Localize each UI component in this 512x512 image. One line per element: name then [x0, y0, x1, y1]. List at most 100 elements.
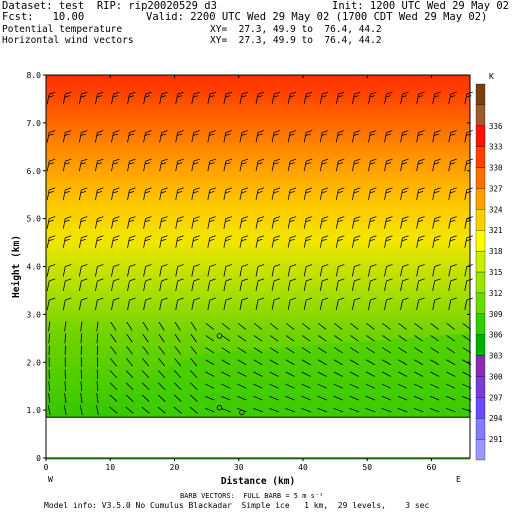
wind-barb-flag: [289, 158, 297, 162]
wind-barb-flag: [450, 130, 457, 133]
wind-barb-flag: [273, 297, 281, 301]
theta-band: [46, 309, 470, 312]
wind-barb-flag: [49, 91, 56, 95]
theta-band: [46, 79, 470, 82]
theta-band: [46, 289, 470, 292]
wind-barb-flag: [305, 133, 311, 136]
wind-barb-flag: [209, 95, 215, 98]
wind-barb: [464, 132, 468, 143]
wind-barb: [78, 132, 82, 143]
theta-band: [46, 129, 470, 132]
theta-band: [46, 303, 470, 306]
wind-barb: [158, 333, 165, 343]
wind-barb: [351, 280, 355, 291]
wind-barb-flag: [369, 238, 376, 242]
wind-barb-flag: [273, 264, 281, 267]
wind-barb: [127, 132, 130, 143]
wind-barb: [157, 394, 166, 402]
wind-barb-flag: [209, 297, 216, 301]
theta-band: [46, 105, 470, 108]
terrain-mask: [46, 417, 470, 458]
wind-barb: [429, 383, 440, 389]
wind-barb-flag: [177, 297, 184, 301]
colorbar-label: 318: [489, 247, 503, 256]
wind-barb-flag: [257, 91, 265, 95]
theta-band: [46, 319, 470, 322]
wind-barb-flag: [193, 91, 200, 95]
wind-barb: [416, 132, 419, 143]
theta-band: [46, 297, 470, 300]
wind-barb: [159, 161, 163, 172]
theta-band: [46, 279, 470, 282]
wind-barb: [350, 322, 359, 330]
wind-barb: [207, 132, 211, 143]
wind-barb: [384, 132, 387, 143]
wind-barb-flag: [80, 95, 86, 98]
wind-barb: [446, 347, 456, 354]
wind-barb: [205, 395, 215, 401]
wind-barb: [381, 359, 392, 366]
wind-barb-flag: [289, 91, 297, 95]
colorbar: K 291 294 297 300 303 306 309 312 315 318 321 324 327…: [475, 72, 503, 461]
wind-barb-flag: [160, 95, 167, 98]
wind-barb: [255, 237, 259, 248]
wind-barb: [237, 359, 247, 366]
wind-barb: [110, 321, 117, 331]
wind-barb: [384, 299, 387, 311]
wind-barb: [349, 383, 360, 389]
wind-barb: [448, 218, 452, 229]
wind-barb-flag: [80, 162, 86, 165]
wind-barb: [142, 333, 149, 343]
wind-barb: [430, 371, 440, 377]
x-tick-label: 20: [170, 463, 180, 472]
wind-barb-flag: [176, 162, 183, 165]
theta-band: [46, 195, 470, 198]
wind-barb: [46, 189, 50, 200]
wind-barb: [80, 321, 83, 332]
wind-barb: [126, 346, 133, 355]
wind-barb: [319, 94, 323, 105]
wind-barb: [349, 408, 360, 413]
wind-barb: [351, 299, 355, 311]
wind-barb: [237, 395, 247, 401]
y-tick-label: 8.0: [27, 71, 42, 80]
wind-barb-flag: [209, 158, 216, 162]
wind-barb-flag: [401, 162, 408, 165]
wind-barb-flag: [386, 158, 393, 162]
theta-band: [46, 153, 470, 156]
wind-barb: [221, 383, 231, 389]
wind-barb-flag: [321, 95, 327, 98]
wind-barb: [96, 333, 99, 344]
wind-barb-flag: [434, 297, 441, 301]
wind-barb-flag: [112, 238, 119, 242]
wind-barb: [255, 94, 259, 105]
theta-band: [46, 125, 470, 128]
wind-barb: [78, 237, 82, 248]
wind-barb-flag: [241, 191, 247, 194]
wind-barb-flag: [433, 219, 440, 223]
theta-band: [46, 119, 470, 122]
forecast-label: Fcst: 10.00: [2, 11, 85, 23]
wind-barb-flag: [417, 133, 424, 136]
wind-barb: [126, 321, 133, 331]
wind-barb-flag: [273, 158, 281, 162]
wind-barb: [95, 189, 98, 200]
wind-barb: [174, 370, 182, 379]
wind-barb-flag: [160, 133, 167, 136]
theta-band: [46, 197, 470, 200]
wind-barb-flag: [209, 162, 215, 165]
wind-barb: [158, 321, 165, 331]
wind-barb: [205, 335, 215, 342]
wind-barb-flag: [81, 130, 88, 133]
wind-barb: [62, 132, 66, 143]
wind-barb: [335, 161, 339, 172]
wind-barb-flag: [81, 235, 88, 239]
theta-band: [46, 283, 470, 286]
wind-barb: [253, 347, 263, 354]
wind-barb: [333, 371, 343, 377]
wind-barb-flag: [241, 187, 249, 191]
theta-band: [46, 231, 470, 234]
wind-barb-flag: [402, 235, 409, 239]
wind-barb-flag: [241, 278, 249, 282]
